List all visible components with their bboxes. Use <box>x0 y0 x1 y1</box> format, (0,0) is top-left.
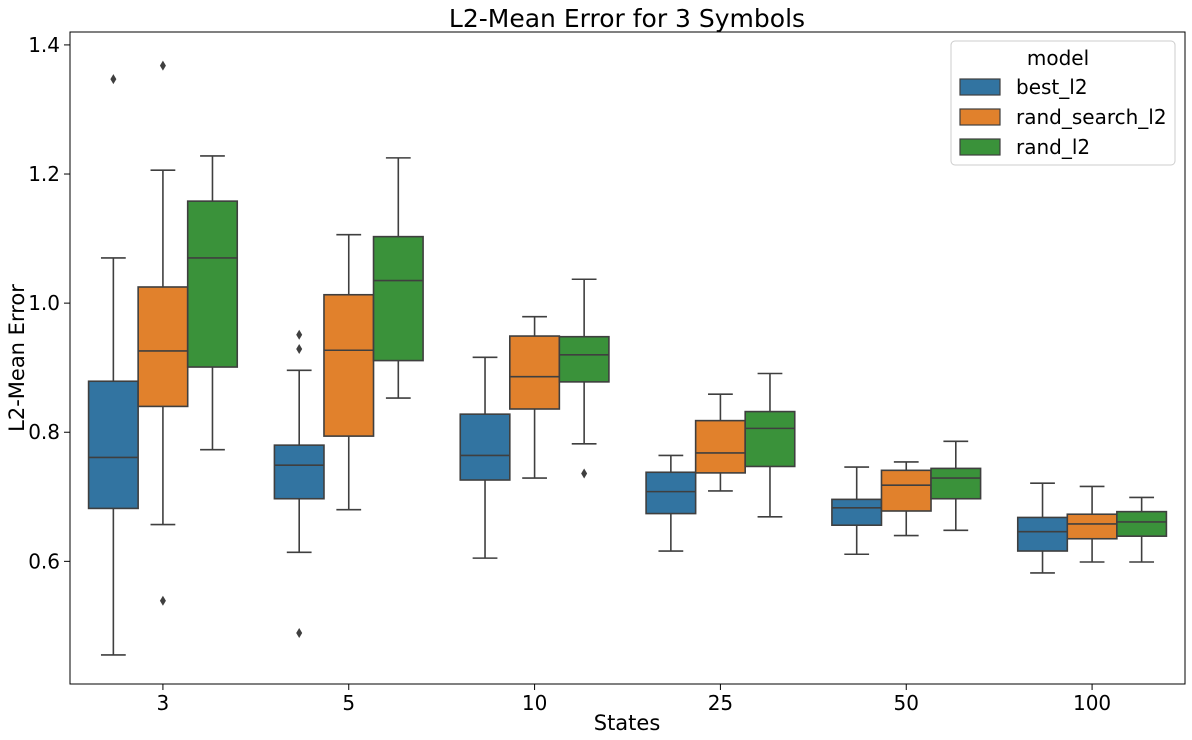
box-rand_l2-3 <box>186 155 239 451</box>
box-best_l2-50 <box>831 466 883 556</box>
x-tick-label: 100 <box>1073 691 1111 715</box>
y-tick-label: 1.2 <box>28 162 60 186</box>
outlier-point <box>296 329 303 340</box>
box-iqr <box>930 467 982 500</box>
box-iqr <box>323 293 375 437</box>
y-tick-label: 0.8 <box>28 420 60 444</box>
outlier-point <box>159 60 166 71</box>
legend-label-rand_l2: rand_l2 <box>1016 135 1090 159</box>
box-rand_l2-50 <box>930 440 982 532</box>
box-iqr <box>273 444 325 500</box>
box-iqr <box>87 380 139 510</box>
box-iqr <box>372 235 424 362</box>
box-iqr <box>831 498 883 526</box>
y-tick-label: 0.6 <box>28 549 60 573</box>
outlier-point <box>296 343 303 354</box>
x-tick-label: 25 <box>708 691 733 715</box>
box-rand_search_l2-25 <box>694 393 746 492</box>
x-tick-label: 3 <box>157 691 170 715</box>
y-tick-label: 1.4 <box>28 33 60 57</box>
box-best_l2-25 <box>645 454 697 552</box>
box-rand_search_l2-5 <box>323 233 375 511</box>
box-iqr <box>186 200 239 368</box>
box-rand_search_l2-10 <box>509 315 561 479</box>
legend-label-rand_search_l2: rand_search_l2 <box>1016 105 1167 129</box>
box-iqr <box>744 410 796 468</box>
box-rand_l2-5 <box>372 157 424 399</box>
box-iqr <box>645 471 697 515</box>
outlier-point <box>110 74 117 85</box>
y-tick-label: 1.0 <box>28 291 60 315</box>
box-iqr <box>558 335 610 383</box>
box-iqr <box>509 335 561 410</box>
outlier-point <box>581 468 588 479</box>
box-iqr <box>1016 516 1069 552</box>
box-iqr <box>1116 510 1168 537</box>
legend: model best_l2 rand_search_l2 rand_l2 <box>950 40 1176 166</box>
box-rand_l2-25 <box>744 372 796 518</box>
box-iqr <box>137 286 189 408</box>
legend-title: model <box>1027 46 1089 70</box>
plot-area: 0.6 0.8 1.0 1.2 1.4 3 5 10 25 50 100 <box>28 31 1186 715</box>
box-rand_search_l2-50 <box>880 461 932 537</box>
box-best_l2-100 <box>1016 482 1069 574</box>
legend-swatch-best_l2 <box>959 78 1001 96</box>
box-best_l2-3 <box>87 74 139 656</box>
box-best_l2-5 <box>273 329 325 639</box>
box-rand_search_l2-100 <box>1066 485 1118 563</box>
legend-swatch-rand_l2 <box>959 138 1001 156</box>
box-iqr <box>880 469 932 512</box>
x-tick-label: 5 <box>342 691 355 715</box>
axes-frame <box>69 31 1186 685</box>
box-best_l2-10 <box>459 356 511 559</box>
outlier-point <box>159 595 166 606</box>
x-axis-label: States <box>594 711 661 735</box>
box-rand_search_l2-3 <box>137 60 189 606</box>
box-rand_l2-10 <box>558 278 610 479</box>
x-tick-label: 10 <box>522 691 547 715</box>
legend-swatch-rand_search_l2 <box>959 108 1001 126</box>
outlier-point <box>296 628 303 639</box>
legend-frame <box>950 40 1176 166</box>
box-rand_l2-100 <box>1116 496 1168 563</box>
chart-title: L2-Mean Error for 3 Symbols <box>449 4 805 33</box>
y-axis-label: L2-Mean Error <box>5 284 29 432</box>
x-tick-label: 50 <box>894 691 919 715</box>
box-iqr <box>694 419 746 474</box>
box-iqr <box>1066 513 1118 540</box>
box-iqr <box>459 413 511 481</box>
legend-label-best_l2: best_l2 <box>1016 75 1088 99</box>
